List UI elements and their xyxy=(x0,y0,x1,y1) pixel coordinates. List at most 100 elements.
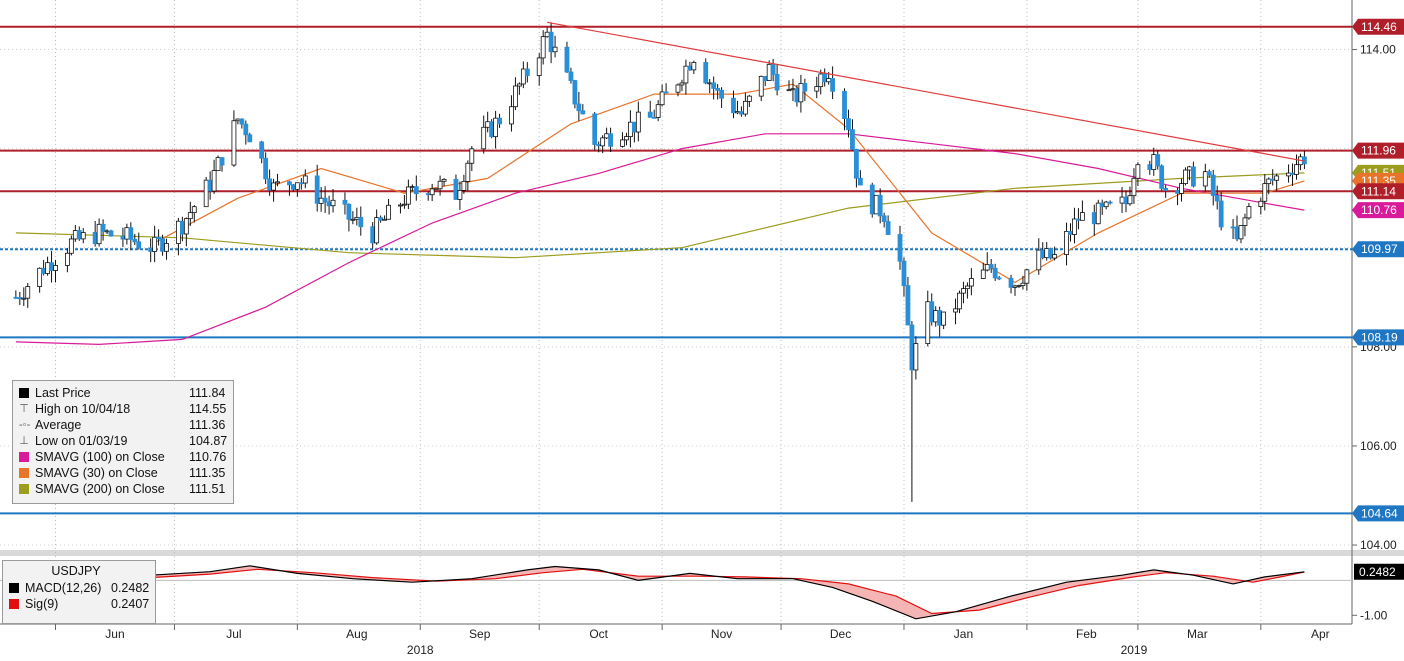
candle-body xyxy=(1246,206,1252,219)
candle-body xyxy=(1210,174,1216,196)
candle-body xyxy=(437,180,443,190)
candle-body xyxy=(715,88,721,91)
candle-body xyxy=(925,301,931,344)
x-month-label-jan: Jan xyxy=(954,627,973,641)
candle-body xyxy=(275,181,280,184)
legend-label: SMAVG (200) on Close xyxy=(35,482,165,496)
resistance-trendline xyxy=(547,21,1305,162)
candle-body xyxy=(25,286,31,299)
candle-body xyxy=(405,186,411,205)
legend-value: 114.55 xyxy=(189,402,227,416)
candle-body xyxy=(798,83,804,103)
candle-body xyxy=(683,65,689,84)
candle-body xyxy=(21,297,27,300)
candle-body xyxy=(294,182,300,190)
candle-body xyxy=(703,62,709,84)
candle-body xyxy=(988,264,994,269)
candle-body xyxy=(441,178,447,182)
candle-body xyxy=(731,97,736,114)
legend-row-sma100: SMAVG (100) on Close 110.76 xyxy=(19,449,233,465)
legend-row-macd: MACD(12,26) 0.2482 xyxy=(9,580,155,596)
candle-body xyxy=(1095,202,1101,225)
legend-value: 110.76 xyxy=(189,450,227,464)
y-tick-label: 106.00 xyxy=(1360,439,1397,453)
legend-row-average: -◦- Average 111.36 xyxy=(19,417,233,433)
candle-body xyxy=(1048,248,1054,259)
candle-body xyxy=(1175,190,1180,194)
candle-body xyxy=(1072,218,1077,235)
x-month-label-apr: Apr xyxy=(1311,627,1330,641)
legend-swatch-sma30 xyxy=(19,468,29,478)
candle-body xyxy=(770,63,776,75)
candle-body xyxy=(786,89,792,92)
candle-body xyxy=(1076,218,1081,221)
candle-body xyxy=(663,91,669,94)
candle-body xyxy=(68,238,74,254)
macd-legend-title: USDJPY xyxy=(51,564,101,578)
candle-body xyxy=(822,73,828,83)
candle-body xyxy=(707,82,713,85)
legend-value: 111.35 xyxy=(189,466,226,480)
candle-body xyxy=(469,148,475,164)
x-year-label-2018: 2018 xyxy=(407,643,434,656)
candle-body xyxy=(980,269,986,279)
candle-body xyxy=(957,292,962,310)
candle-body xyxy=(873,194,879,215)
candle-body xyxy=(742,100,748,115)
candle-body xyxy=(572,80,578,105)
candle-body xyxy=(179,220,185,235)
candle-body xyxy=(409,186,415,188)
candle-body xyxy=(148,247,154,252)
candle-body xyxy=(691,62,697,71)
candle-body xyxy=(235,118,241,122)
pane-divider xyxy=(0,550,1404,556)
candle-body xyxy=(620,139,625,147)
candle-body xyxy=(524,68,530,76)
candle-body xyxy=(45,262,50,274)
x-month-label-aug: Aug xyxy=(346,627,367,641)
candle-body xyxy=(132,238,138,243)
level-tag-111.96-text: 111.96 xyxy=(1361,144,1396,158)
legend-label: Last Price xyxy=(35,386,91,400)
macd-y-tick-label: -1.00 xyxy=(1360,608,1388,622)
candle-body xyxy=(1119,196,1125,204)
level-tag-109.97-text: 109.97 xyxy=(1361,242,1398,256)
candle-body xyxy=(1064,231,1069,256)
candle-body xyxy=(687,65,693,71)
candle-body xyxy=(540,36,546,59)
candle-body xyxy=(398,204,403,207)
y-tick-label: 104.00 xyxy=(1360,538,1397,552)
candle-body xyxy=(243,123,249,136)
candle-body xyxy=(1286,172,1291,177)
candle-body xyxy=(1135,164,1141,179)
candle-body xyxy=(342,199,348,205)
candle-body xyxy=(552,46,558,53)
candle-body xyxy=(774,73,780,91)
candle-body xyxy=(802,83,808,92)
candle-body xyxy=(378,217,384,221)
candle-body xyxy=(758,75,764,97)
candle-body xyxy=(453,178,459,200)
level-tag-111.14-bg xyxy=(1352,183,1404,200)
candle-body xyxy=(425,193,431,196)
legend-swatch-sma100 xyxy=(19,452,29,462)
candle-body xyxy=(1159,165,1165,189)
candle-body xyxy=(1123,196,1129,205)
candle-body xyxy=(596,144,602,147)
legend-label: High on 10/04/18 xyxy=(35,402,131,416)
candle-body xyxy=(124,227,130,240)
candle-body xyxy=(80,232,86,240)
candle-body xyxy=(675,84,681,93)
candle-body xyxy=(509,106,514,125)
candle-body xyxy=(1218,200,1224,228)
legend-swatch-sma200 xyxy=(19,484,29,494)
candle-body xyxy=(65,252,70,266)
legend-row-low: ⊥ Low on 01/03/19 104.87 xyxy=(19,433,233,449)
candle-body xyxy=(1131,177,1137,197)
candle-body xyxy=(207,179,213,192)
legend-label: Sig(9) xyxy=(25,597,59,611)
legend-value: 0.2482 xyxy=(111,581,150,595)
candle-body xyxy=(830,78,836,92)
x-month-label-nov: Nov xyxy=(711,627,732,641)
